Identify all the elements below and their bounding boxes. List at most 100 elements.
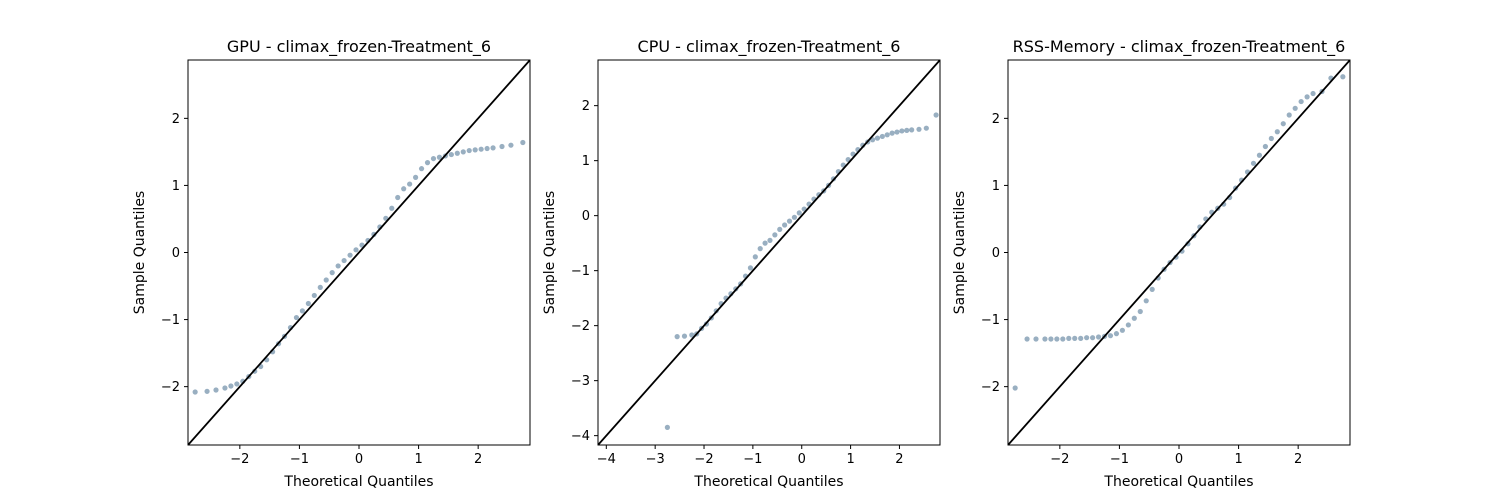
data-point bbox=[1024, 336, 1030, 342]
y-tick-label: 1 bbox=[582, 154, 590, 169]
x-tick-label: 2 bbox=[474, 452, 482, 467]
data-point bbox=[1268, 135, 1274, 142]
y-axis-label: Sample Quantiles bbox=[952, 191, 968, 314]
data-point bbox=[353, 247, 359, 253]
x-tick-label: −2 bbox=[694, 452, 713, 467]
data-point bbox=[1033, 336, 1039, 342]
y-tick-label: 2 bbox=[582, 99, 590, 114]
data-point bbox=[1113, 331, 1120, 337]
y-tick-label: 0 bbox=[172, 246, 180, 261]
data-point bbox=[1149, 286, 1155, 292]
data-point bbox=[499, 143, 505, 150]
data-point bbox=[1274, 129, 1280, 135]
data-point bbox=[899, 128, 905, 134]
qq-panel-2: −4 −3 −2 −1 0 1 2 −4 −3 −2 −1 0 1 2 CPU - climax_froze… bbox=[542, 37, 941, 490]
data-point bbox=[752, 254, 758, 260]
data-point bbox=[1280, 121, 1286, 127]
data-point bbox=[1310, 90, 1316, 97]
data-point bbox=[786, 218, 793, 224]
data-point bbox=[1048, 336, 1054, 342]
x-tick-label: 1 bbox=[1234, 452, 1242, 467]
data-point bbox=[448, 151, 454, 158]
data-point bbox=[879, 133, 885, 140]
data-point bbox=[424, 160, 431, 166]
chart-title: CPU - climax_frozen-Treatment_6 bbox=[638, 37, 901, 57]
data-point bbox=[762, 240, 768, 246]
data-point bbox=[874, 135, 881, 141]
x-axis-label: Theoretical Quantiles bbox=[283, 474, 433, 490]
data-point bbox=[460, 149, 466, 155]
data-point bbox=[520, 139, 526, 146]
data-point bbox=[1125, 322, 1131, 328]
data-point bbox=[1292, 105, 1298, 111]
data-point bbox=[681, 333, 688, 339]
x-tick-label: 1 bbox=[414, 452, 422, 467]
data-point bbox=[1095, 334, 1102, 340]
y-tick-label: 0 bbox=[582, 209, 590, 224]
axes-frame bbox=[597, 59, 941, 446]
y-tick-label: −2 bbox=[981, 380, 1000, 395]
data-point bbox=[1072, 335, 1078, 341]
y-tick-label: −2 bbox=[161, 380, 180, 395]
data-point bbox=[1137, 308, 1143, 315]
data-point bbox=[484, 145, 490, 152]
data-point bbox=[777, 226, 783, 232]
qq-panel-1: −2 −1 0 1 2 −2 −1 0 1 2 GPU - climax_frozen-Treatm… bbox=[132, 37, 531, 490]
data-point bbox=[772, 232, 778, 238]
x-axis-label: Theoretical Quantiles bbox=[693, 474, 843, 490]
data-point bbox=[323, 277, 329, 283]
data-point bbox=[1304, 94, 1310, 100]
data-point bbox=[1256, 152, 1263, 158]
data-point bbox=[454, 150, 460, 156]
data-points bbox=[192, 139, 526, 395]
data-point bbox=[664, 424, 670, 430]
data-point bbox=[1066, 335, 1072, 341]
y-tick-label: −1 bbox=[161, 313, 180, 328]
data-point bbox=[311, 292, 317, 299]
x-tick-label: −2 bbox=[1050, 452, 1069, 467]
x-tick-label: 2 bbox=[895, 452, 903, 467]
data-point bbox=[1054, 336, 1060, 342]
y-tick-label: −2 bbox=[571, 319, 590, 334]
x-axis-label: Theoretical Quantiles bbox=[1103, 474, 1253, 490]
y-axis-label: Sample Quantiles bbox=[132, 191, 148, 314]
data-point bbox=[1078, 335, 1084, 341]
reference-line bbox=[188, 60, 530, 445]
x-tick-label: 0 bbox=[798, 452, 806, 467]
data-point bbox=[767, 237, 773, 243]
data-point bbox=[1286, 112, 1292, 118]
data-point bbox=[228, 383, 234, 389]
data-point bbox=[389, 205, 395, 211]
data-point bbox=[1340, 74, 1346, 80]
x-tick-label: 1 bbox=[846, 452, 854, 467]
y-tick-label: −1 bbox=[981, 313, 1000, 328]
reference-line bbox=[598, 60, 940, 445]
x-tick-label: 2 bbox=[1294, 452, 1302, 467]
data-point bbox=[490, 145, 496, 151]
data-point bbox=[347, 252, 353, 258]
data-point bbox=[329, 270, 335, 276]
data-point bbox=[478, 146, 484, 152]
data-point bbox=[674, 334, 680, 340]
x-tick-label: 0 bbox=[1175, 452, 1183, 467]
y-tick-label: 1 bbox=[992, 179, 1000, 194]
data-point bbox=[1119, 327, 1125, 333]
data-point bbox=[1131, 315, 1137, 321]
data-point bbox=[407, 181, 413, 187]
data-point bbox=[904, 127, 910, 133]
data-point bbox=[395, 194, 401, 201]
data-point bbox=[335, 263, 341, 269]
data-point bbox=[1012, 385, 1018, 391]
data-point bbox=[401, 186, 407, 192]
x-tick-label: −2 bbox=[230, 452, 249, 467]
data-point bbox=[1298, 98, 1304, 105]
data-points bbox=[664, 112, 939, 430]
data-point bbox=[889, 130, 895, 136]
chart-title: RSS-Memory - climax_frozen-Treatment_6 bbox=[1013, 37, 1346, 57]
data-point bbox=[299, 308, 305, 314]
data-point bbox=[884, 132, 890, 138]
data-point bbox=[1262, 143, 1268, 150]
data-point bbox=[1060, 336, 1066, 342]
x-tick-label: −1 bbox=[1110, 452, 1129, 467]
